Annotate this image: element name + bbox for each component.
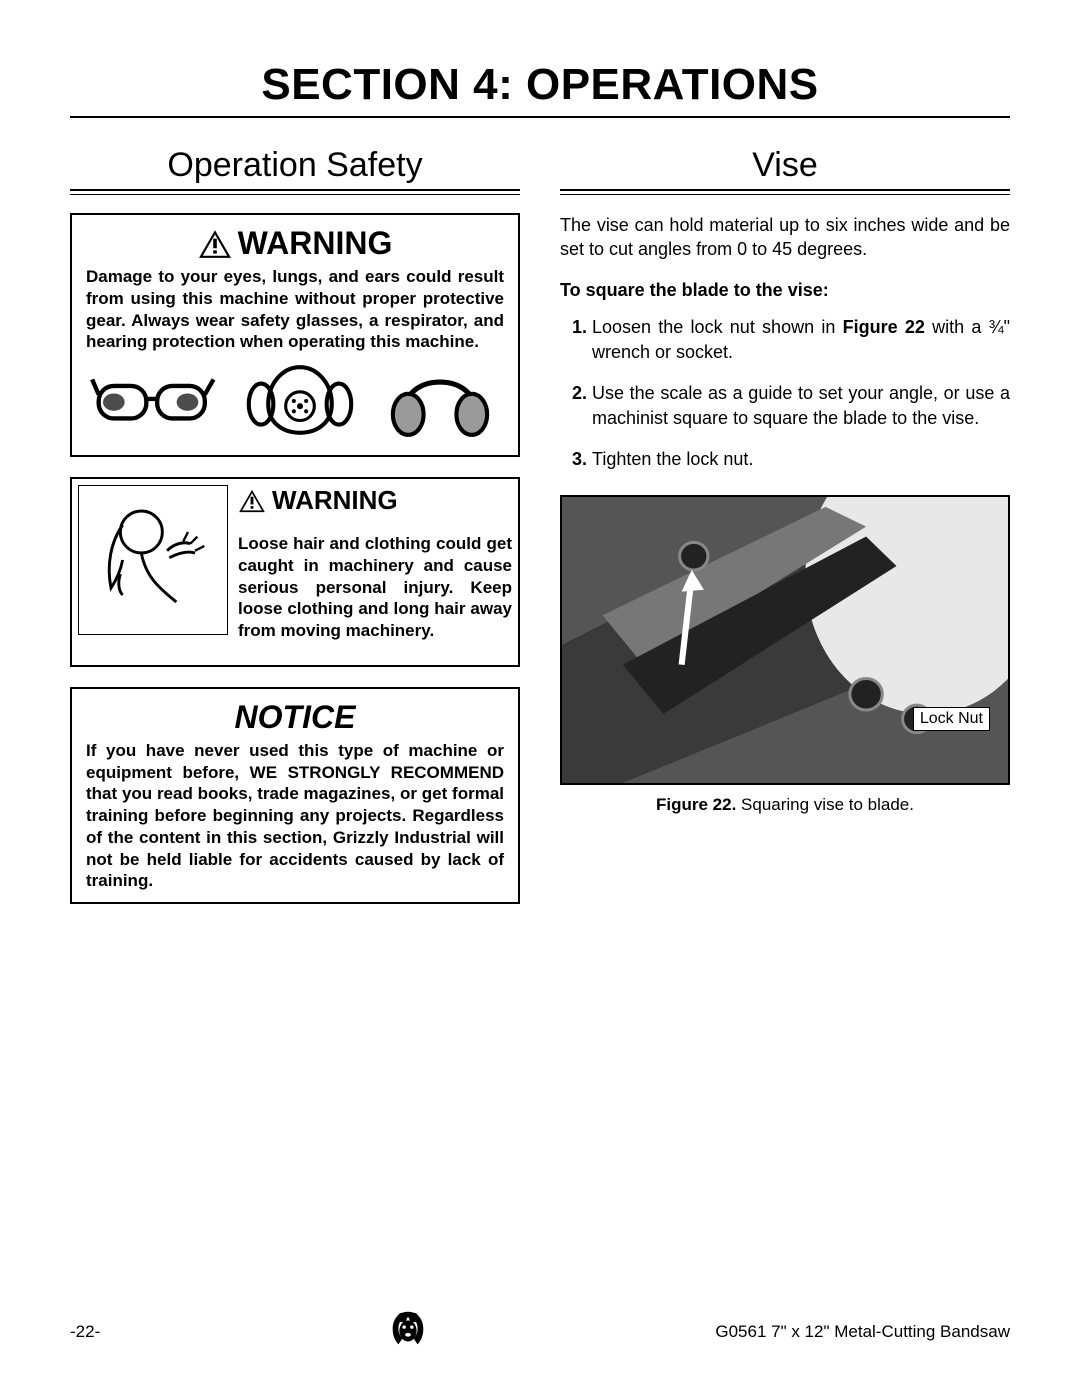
grizzly-logo-icon <box>385 1306 431 1357</box>
divider <box>70 189 520 191</box>
hearing-protection-icon <box>380 359 500 441</box>
divider <box>560 189 1010 191</box>
steps-intro: To square the blade to the vise: <box>560 280 1010 301</box>
tie-hair-illustration <box>78 485 228 635</box>
step-item: Tighten the lock nut. <box>592 447 1010 472</box>
warning-header: WARNING <box>86 225 504 262</box>
warning-box-ppe: WARNING Damage to your eyes, lungs, and … <box>70 213 520 365</box>
warning-box-hair: WARNING Loose hair and clothing could ge… <box>70 477 520 667</box>
content-columns: Operation Safety WARNING Damage to your … <box>70 146 1010 1357</box>
operation-safety-heading: Operation Safety <box>70 146 520 185</box>
vise-intro: The vise can hold material up to six inc… <box>560 213 1010 262</box>
left-column: Operation Safety WARNING Damage to your … <box>70 146 520 1357</box>
warning-text: Damage to your eyes, lungs, and ears cou… <box>86 266 504 353</box>
ppe-icons-row <box>70 345 520 457</box>
vise-photo-placeholder <box>562 497 1008 783</box>
steps-list: Loosen the lock nut shown in Figure 22 w… <box>560 315 1010 473</box>
warning-label: WARNING <box>238 225 393 262</box>
warning-label: WARNING <box>272 485 398 516</box>
manual-page: SECTION 4: OPERATIONS Operation Safety W… <box>0 0 1080 1397</box>
step-item: Use the scale as a guide to set your ang… <box>592 381 1010 431</box>
warning-body: WARNING Loose hair and clothing could ge… <box>238 485 512 659</box>
divider <box>560 194 1010 195</box>
locknut-label: Lock Nut <box>913 707 990 731</box>
page-footer: -22- G0561 7" x 12" Metal-Cutting Bandsa… <box>70 1306 1010 1357</box>
warning-triangle-icon <box>238 489 266 513</box>
divider <box>70 194 520 195</box>
figure-caption-text: Squaring vise to blade. <box>736 795 914 814</box>
figure-22: Lock Nut <box>560 495 1010 785</box>
notice-text: If you have never used this type of mach… <box>86 740 504 892</box>
warning-triangle-icon <box>198 229 232 259</box>
notice-label: NOTICE <box>86 699 504 736</box>
divider <box>70 116 1010 118</box>
warning-header: WARNING <box>238 485 512 516</box>
step-text: Loosen the lock nut shown in Figure 22 w… <box>592 317 1010 362</box>
warning-text: Loose hair and clothing could get caught… <box>238 533 512 642</box>
figure-caption: Figure 22. Squaring vise to blade. <box>560 795 1010 815</box>
step-item: Loosen the lock nut shown in Figure 22 w… <box>592 315 1010 365</box>
page-number: -22- <box>70 1322 100 1342</box>
safety-glasses-icon <box>90 359 220 441</box>
section-title: SECTION 4: OPERATIONS <box>70 60 1010 110</box>
figure-number: Figure 22. <box>656 795 736 814</box>
doc-title: G0561 7" x 12" Metal-Cutting Bandsaw <box>715 1322 1010 1342</box>
respirator-icon <box>240 359 360 441</box>
vise-heading: Vise <box>560 146 1010 185</box>
notice-box: NOTICE If you have never used this type … <box>70 687 520 904</box>
right-column: Vise The vise can hold material up to si… <box>560 146 1010 1357</box>
